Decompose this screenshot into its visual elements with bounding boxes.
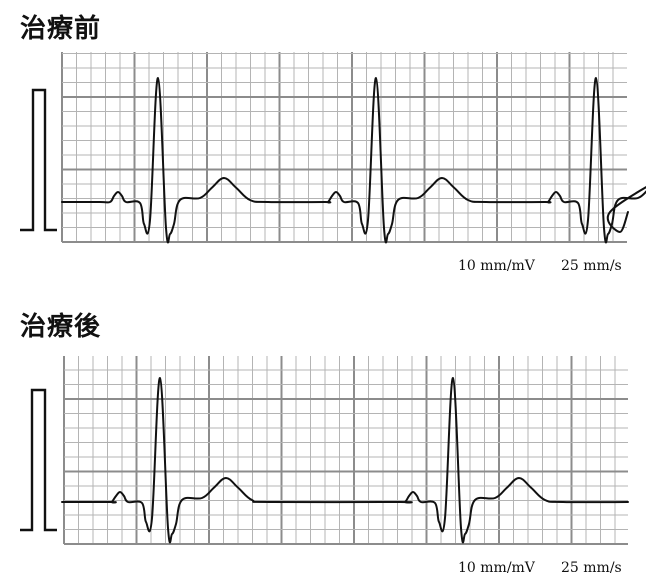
- gain-label-after: 10 mm/mV: [458, 560, 535, 576]
- ecg-strip-after: [20, 356, 629, 545]
- panel-title-before: 治療前: [20, 14, 102, 44]
- calibration-pulse-after: [20, 388, 57, 532]
- ecg-grid-after: [63, 356, 628, 545]
- speed-label-before: 25 mm/s: [561, 258, 622, 274]
- ecg-grid-before: [61, 52, 627, 243]
- ecg-strip-before: [20, 52, 646, 244]
- ecg-trace-after: [61, 376, 629, 544]
- panel-title-after: 治療後: [20, 312, 102, 342]
- calibration-pulse-before: [20, 88, 57, 232]
- speed-label-after: 25 mm/s: [561, 560, 622, 576]
- gain-label-before: 10 mm/mV: [458, 258, 535, 274]
- ecg-trace-before: [61, 76, 646, 244]
